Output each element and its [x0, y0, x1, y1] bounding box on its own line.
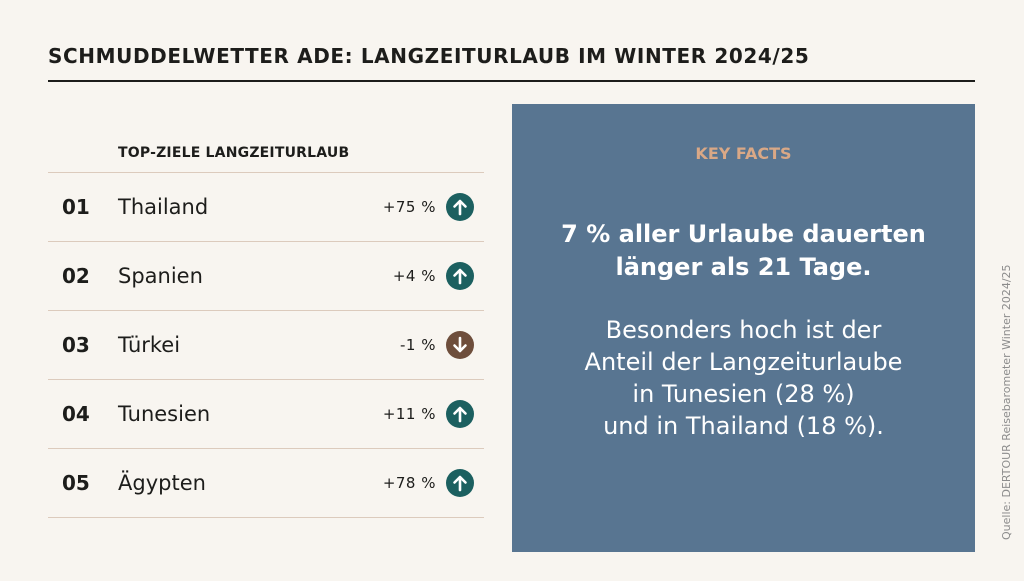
list-header: TOP-ZIELE LANGZEITURLAUB: [118, 145, 350, 161]
change-label: +11 %: [382, 405, 436, 423]
body-line: in Tunesien (28 %): [632, 380, 855, 408]
rank-label: 04: [62, 402, 90, 426]
destination-name: Türkei: [118, 333, 181, 357]
table-row: 05 Ägypten +78 %: [48, 448, 484, 518]
title-divider: [48, 80, 975, 82]
table-row: 02 Spanien +4 %: [48, 241, 484, 310]
arrow-down-icon: [446, 331, 474, 359]
arrow-up-icon: [446, 469, 474, 497]
key-facts-panel: KEY FACTS 7 % aller Urlaube dauerten län…: [512, 104, 975, 552]
rank-label: 05: [62, 471, 90, 495]
change-label: +78 %: [382, 474, 436, 492]
destination-name: Ägypten: [118, 471, 206, 495]
rank-label: 03: [62, 333, 90, 357]
destination-name: Thailand: [118, 195, 209, 219]
rank-label: 01: [62, 195, 90, 219]
change-label: -1 %: [400, 336, 436, 354]
table-row: 04 Tunesien +11 %: [48, 379, 484, 448]
destination-name: Tunesien: [118, 402, 211, 426]
table-row: 03 Türkei -1 %: [48, 310, 484, 379]
body-line: Anteil der Langzeiturlaube: [584, 348, 903, 376]
body-line: Besonders hoch ist der: [605, 316, 882, 344]
key-facts-label: KEY FACTS: [695, 144, 792, 163]
key-facts-headline: 7 % aller Urlaube dauerten länger als 21…: [542, 218, 945, 284]
arrow-up-icon: [446, 193, 474, 221]
arrow-up-icon: [446, 262, 474, 290]
rank-label: 02: [62, 264, 90, 288]
destination-table: 01 Thailand +75 % 02 Spanien +4 % 03 Tür…: [48, 172, 484, 518]
change-label: +4 %: [392, 267, 436, 285]
key-facts-body: Besonders hoch ist der Anteil der Langze…: [542, 314, 945, 442]
headline-line: 7 % aller Urlaube dauerten: [561, 220, 926, 248]
body-line: und in Thailand (18 %).: [603, 412, 884, 440]
arrow-up-icon: [446, 400, 474, 428]
change-label: +75 %: [382, 198, 436, 216]
source-note: Quelle: DERTOUR Reisebarometer Winter 20…: [1000, 264, 1013, 540]
destination-name: Spanien: [118, 264, 203, 288]
headline-line: länger als 21 Tage.: [615, 253, 872, 281]
table-row: 01 Thailand +75 %: [48, 172, 484, 241]
page-title: SCHMUDDELWETTER ADE: LANGZEITURLAUB IM W…: [48, 44, 810, 68]
